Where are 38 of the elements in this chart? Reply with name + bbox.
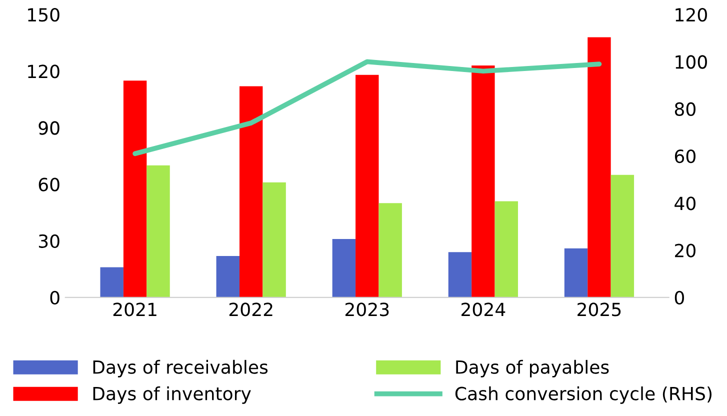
y2-tick-label: 100 [676,55,707,69]
bar [216,256,240,298]
y2-tick-label: 120 [676,8,707,22]
legend-label: Cash conversion cycle (RHS) [455,386,712,404]
bar [448,252,472,298]
legend-label: Days of payables [456,360,609,378]
x-tick-label: 2024 [462,302,506,316]
bar [332,238,356,298]
y2-tick-label: 20 [675,244,696,258]
bar [378,203,402,298]
legend-label: Days of receivables [93,360,268,378]
bar [146,165,170,298]
bar [100,267,124,298]
y2-tick-label: 0 [674,290,684,305]
bar [239,86,263,298]
bar [472,65,495,298]
bar [610,174,634,298]
x-tick-label: 2023 [345,302,389,316]
y2-tick-label: 60 [674,149,696,164]
x-tick-label: 2025 [578,302,621,316]
bar [564,248,588,298]
y-tick-label: 30 [38,234,60,248]
bar [494,201,518,298]
y-tick-label: 0 [50,290,60,305]
bar [123,80,147,298]
bar [262,182,286,298]
line-series [132,59,602,156]
y-tick-label: 120 [28,64,60,78]
legend-label: Days of inventory [93,386,251,404]
y-tick-label: 90 [38,121,60,135]
x-tick-label: 2022 [229,302,272,316]
bar [356,74,379,298]
y-tick-label: 60 [38,178,60,192]
y-tick-label: 150 [28,8,60,22]
y2-tick-label: 80 [674,102,696,116]
bar [588,37,611,298]
x-tick-label: 2021 [113,302,156,316]
y2-tick-label: 40 [674,196,696,210]
